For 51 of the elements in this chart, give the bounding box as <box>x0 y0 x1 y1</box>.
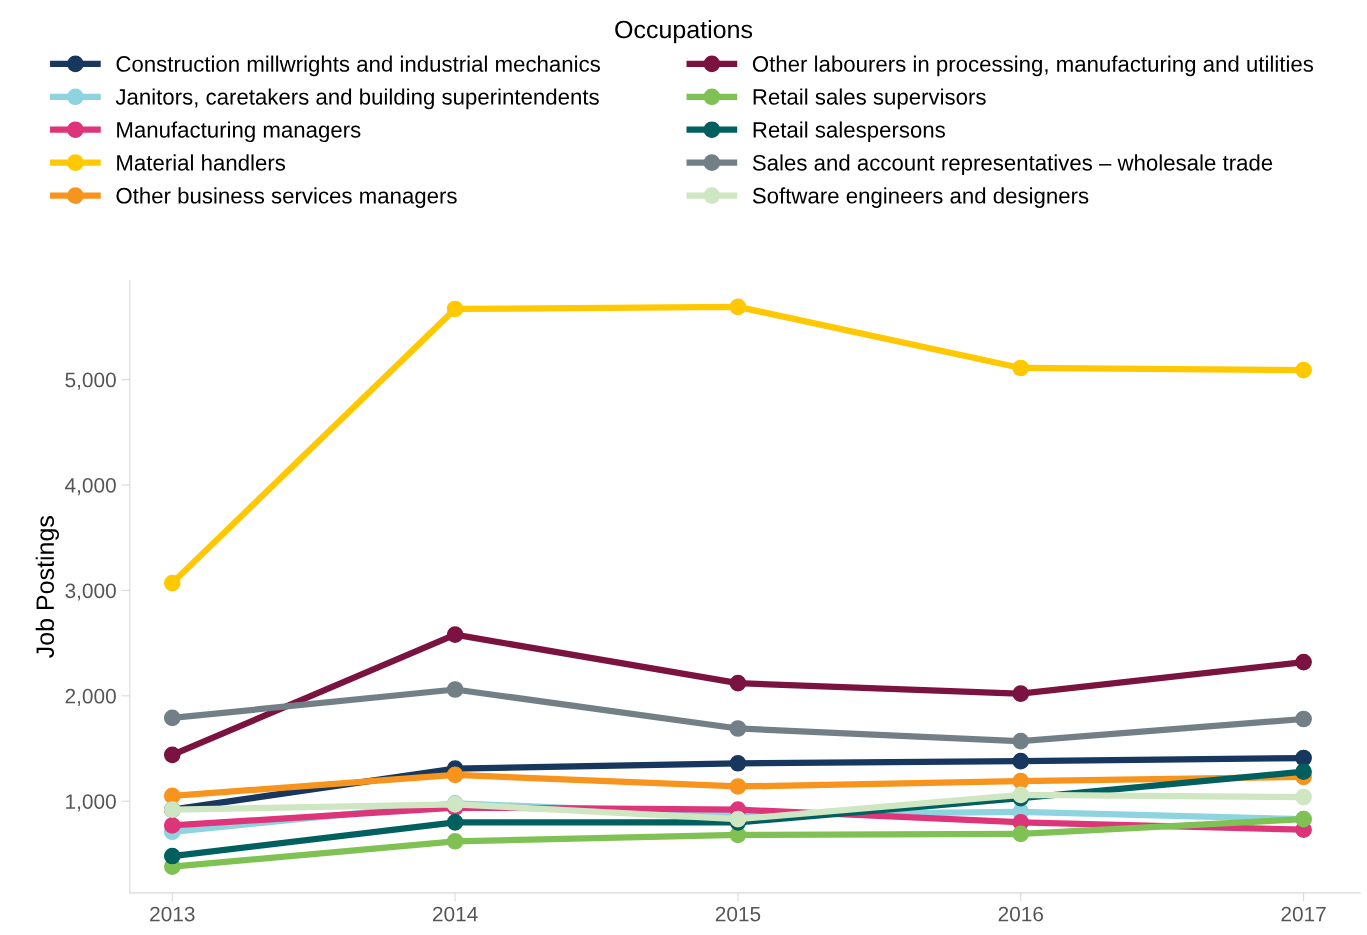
point <box>446 766 464 784</box>
point <box>1295 710 1312 728</box>
point <box>1012 752 1030 770</box>
x-tick-label: 2014 <box>432 906 478 922</box>
legend-label: Software engineers and designers <box>752 187 1089 208</box>
point <box>729 778 747 795</box>
legend-label: Retail sales supervisors <box>753 88 986 110</box>
point <box>163 709 181 727</box>
point <box>1012 825 1030 843</box>
point <box>1012 685 1030 703</box>
x-tick-label: 2015 <box>715 906 761 922</box>
point <box>446 681 464 698</box>
point <box>446 626 464 644</box>
point <box>729 674 747 692</box>
point <box>163 746 181 764</box>
legend-label: Retail salespersons <box>753 121 945 143</box>
legend-label: Other labourers in processing, manufacturing and utilities <box>752 55 1314 77</box>
legend-label: Sales and account representatives – wholesale trade <box>752 154 1273 176</box>
point <box>1012 359 1030 377</box>
y-axis-title: Job Postings <box>35 516 59 658</box>
x-tick-label: 2017 <box>1281 906 1326 922</box>
point <box>1295 788 1312 806</box>
y-tick-label: 3,000 <box>65 583 116 601</box>
point <box>1295 763 1312 781</box>
y-tick-label: 4,000 <box>65 477 116 496</box>
y-tick-label: 2,000 <box>65 688 116 707</box>
point <box>163 574 181 592</box>
point <box>1012 772 1030 790</box>
y-tick-label: 5,000 <box>65 372 116 390</box>
legend-title: Occupations <box>615 20 753 44</box>
point <box>446 832 464 850</box>
x-tick-label: 2013 <box>150 906 195 922</box>
point <box>1012 732 1030 750</box>
point <box>729 754 747 772</box>
point <box>163 817 181 834</box>
point <box>163 847 181 865</box>
legend-label: Other business services managers <box>116 187 457 208</box>
legend-label: Construction millwrights and industrial mechanics <box>116 55 600 77</box>
point <box>729 298 747 316</box>
point <box>1295 361 1312 379</box>
point <box>446 813 464 831</box>
point <box>1295 749 1312 767</box>
y-tick-label: 1,000 <box>66 794 116 812</box>
legend-label: Material handlers <box>117 154 286 171</box>
x-tick-label: 2016 <box>998 906 1044 922</box>
legend-label: Manufacturing managers <box>117 121 361 143</box>
legend-label: Janitors, caretakers and building superintendents <box>115 88 599 110</box>
point <box>729 720 747 737</box>
point <box>446 300 464 318</box>
point <box>1295 653 1312 671</box>
point <box>163 787 181 805</box>
